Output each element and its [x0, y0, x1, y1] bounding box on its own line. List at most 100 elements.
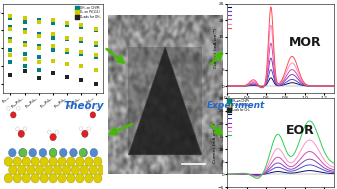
Point [22, 29, 27, 32]
Point [50, 72, 56, 75]
Point [93, 68, 98, 71]
Circle shape [79, 149, 87, 157]
X-axis label: Potential (V vs. RHE): Potential (V vs. RHE) [255, 101, 306, 106]
Point [93, 41, 98, 44]
Circle shape [18, 165, 26, 175]
Circle shape [17, 106, 20, 110]
Circle shape [80, 149, 87, 157]
Y-axis label: Current (mA cm⁻²): Current (mA cm⁻²) [214, 28, 218, 68]
Point [79, 64, 84, 67]
Point [65, 75, 70, 78]
Circle shape [98, 165, 106, 175]
Circle shape [90, 149, 98, 157]
Point [22, 43, 27, 46]
Circle shape [94, 174, 102, 183]
Circle shape [31, 174, 39, 183]
Circle shape [85, 157, 93, 166]
Point [79, 79, 84, 82]
Point [50, 33, 56, 36]
Circle shape [22, 157, 30, 166]
Circle shape [50, 134, 56, 141]
Point [22, 41, 27, 44]
Point [93, 43, 98, 46]
Circle shape [58, 174, 66, 183]
Point [50, 22, 56, 25]
Circle shape [67, 157, 75, 166]
Point [36, 61, 41, 64]
Circle shape [80, 165, 89, 175]
Circle shape [76, 157, 84, 166]
Point [36, 33, 41, 36]
Point [93, 27, 98, 30]
Point [8, 61, 13, 64]
Legend: OHₐ on OH/Pt, O₂ on Pt(111), O₂ads for OHₐ,   ,   ,   ,   ,   ,   : OHₐ on OH/Pt, O₂ on Pt(111), O₂ads for O… [228, 99, 250, 138]
Point [22, 16, 27, 19]
Point [8, 54, 13, 57]
Circle shape [13, 157, 22, 166]
Circle shape [49, 174, 57, 183]
Point [93, 54, 98, 57]
Point [22, 52, 27, 55]
Circle shape [4, 174, 12, 183]
Circle shape [70, 149, 77, 157]
Point [22, 64, 27, 67]
Circle shape [9, 165, 17, 175]
Legend:   ,   ,   ,   ,   ,   : , , , , , [228, 4, 233, 30]
Point [22, 70, 27, 73]
Circle shape [85, 174, 93, 183]
Circle shape [35, 165, 44, 175]
Y-axis label: Current (mA cm⁻²): Current (mA cm⁻²) [213, 123, 217, 163]
Point [36, 77, 41, 80]
Point [65, 50, 70, 53]
Point [79, 52, 84, 55]
Circle shape [49, 157, 57, 166]
Point [8, 48, 13, 51]
Point [22, 31, 27, 34]
Point [65, 22, 70, 25]
Circle shape [58, 157, 66, 166]
Circle shape [53, 165, 62, 175]
Circle shape [82, 130, 88, 137]
Circle shape [62, 165, 71, 175]
Point [8, 15, 13, 18]
Circle shape [6, 106, 10, 110]
Circle shape [87, 127, 90, 131]
Point [8, 73, 13, 76]
Text: EOR: EOR [286, 124, 315, 137]
Point [79, 64, 84, 67]
Point [93, 56, 98, 59]
Point [22, 57, 27, 60]
Point [36, 34, 41, 37]
Point [65, 24, 70, 27]
Circle shape [16, 127, 19, 131]
Circle shape [49, 149, 57, 157]
Circle shape [40, 174, 48, 183]
Circle shape [31, 157, 39, 166]
Circle shape [18, 130, 25, 137]
Circle shape [90, 112, 96, 118]
Point [93, 82, 98, 85]
Circle shape [48, 130, 51, 134]
Circle shape [8, 149, 16, 157]
Circle shape [10, 112, 16, 118]
Point [65, 48, 70, 51]
Point [8, 16, 13, 19]
Point [50, 59, 56, 62]
Point [50, 48, 56, 51]
Text: MOR: MOR [289, 36, 322, 49]
Circle shape [23, 127, 27, 131]
Circle shape [60, 149, 67, 157]
Text: Experiment: Experiment [207, 101, 265, 110]
Circle shape [94, 157, 102, 166]
Point [36, 47, 41, 50]
Point [65, 63, 70, 66]
Point [79, 24, 84, 27]
Point [79, 40, 84, 43]
Point [93, 29, 98, 32]
Point [8, 27, 13, 30]
Circle shape [55, 130, 59, 134]
Circle shape [49, 149, 57, 157]
Point [50, 72, 56, 75]
Point [79, 79, 84, 82]
Circle shape [27, 165, 35, 175]
